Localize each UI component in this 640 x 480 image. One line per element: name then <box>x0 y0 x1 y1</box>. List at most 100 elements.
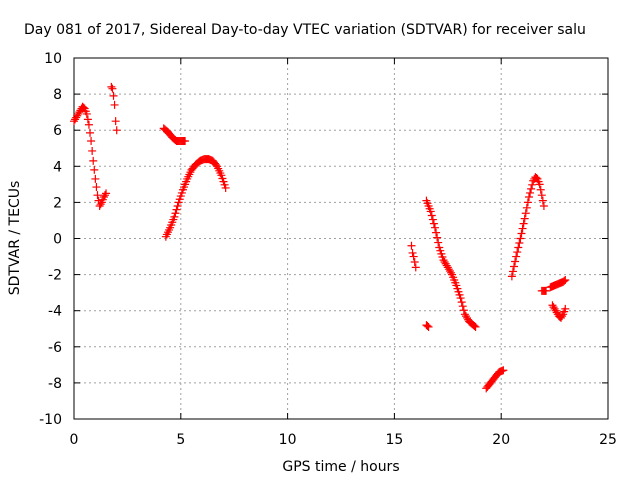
tick-labels: 0 5 10 15 20 25 -10 -8 -6 -4 -2 0 2 4 6 8 10 <box>39 51 617 448</box>
data-point <box>511 257 520 266</box>
data-point <box>527 184 536 193</box>
data-point <box>560 276 569 285</box>
data-point <box>172 205 181 214</box>
data-point <box>86 128 95 137</box>
data-point <box>408 248 417 257</box>
data-point <box>430 223 439 232</box>
y-tick-label: 8 <box>53 87 62 103</box>
x-tick-label: 0 <box>70 432 79 448</box>
data-point <box>90 165 99 174</box>
data-point <box>537 191 546 200</box>
y-tick-label: -6 <box>48 340 62 356</box>
data-point <box>173 202 182 211</box>
data-point <box>93 191 102 200</box>
data-point <box>517 229 526 238</box>
data-point <box>471 322 480 331</box>
data-point <box>428 215 437 224</box>
data-point <box>171 209 180 218</box>
data-point <box>100 191 109 200</box>
y-tick-label: -10 <box>39 412 62 428</box>
data-point <box>108 84 117 93</box>
y-axis-title: SDTVAR / TECUs <box>7 181 23 296</box>
x-tick-label: 20 <box>492 432 510 448</box>
data-point <box>82 109 91 118</box>
data-point <box>499 366 508 375</box>
data-point <box>470 322 479 331</box>
data-point <box>96 200 105 209</box>
data-point <box>407 241 416 250</box>
data-point <box>181 137 190 146</box>
data-point <box>558 312 567 321</box>
data-point <box>112 126 121 135</box>
x-tick-label: 15 <box>385 432 403 448</box>
y-tick-label: -2 <box>48 268 62 284</box>
data-point <box>424 322 433 331</box>
chart-title: Day 081 of 2017, Sidereal Day-to-day VTE… <box>24 22 586 38</box>
data-point <box>518 224 527 233</box>
data-point <box>434 238 443 247</box>
data-point <box>429 219 438 228</box>
data-point <box>512 252 521 261</box>
y-tick-label: -4 <box>48 304 62 320</box>
data-point <box>83 115 92 124</box>
data-point <box>110 100 119 109</box>
y-tick-label: -8 <box>48 376 62 392</box>
data-point <box>522 203 531 212</box>
data-point <box>432 228 441 237</box>
data-point <box>561 276 570 285</box>
data-point <box>423 322 432 331</box>
data-point <box>521 209 530 218</box>
data-point <box>102 189 111 198</box>
data-point <box>92 183 101 192</box>
data-point <box>84 120 93 129</box>
data-point <box>528 180 537 189</box>
data-point <box>538 196 547 205</box>
data-point <box>520 214 529 223</box>
data-point <box>88 146 97 155</box>
y-tick-label: 0 <box>53 232 62 248</box>
data-point <box>536 185 545 194</box>
x-tick-label: 5 <box>176 432 185 448</box>
data-point <box>526 188 535 197</box>
axis-ticks <box>73 57 609 420</box>
data-point <box>111 117 120 126</box>
data-point <box>107 82 116 91</box>
data-point <box>427 211 436 220</box>
data-point <box>513 248 522 257</box>
data-point <box>535 180 544 189</box>
x-tick-label: 25 <box>599 432 617 448</box>
data-point <box>426 207 435 216</box>
data-point <box>519 219 528 228</box>
data-point <box>515 239 524 248</box>
data-point <box>87 137 96 146</box>
data-point <box>447 268 456 277</box>
data-point <box>409 252 418 261</box>
x-tick-label: 10 <box>279 432 297 448</box>
y-tick-label: 4 <box>53 159 62 175</box>
data-point <box>516 234 525 243</box>
data-point <box>514 243 523 252</box>
data-point <box>542 286 551 295</box>
data-point <box>109 91 118 100</box>
data-point <box>523 198 532 207</box>
data-point <box>524 192 533 201</box>
data-point <box>411 263 420 272</box>
data-point <box>457 298 466 307</box>
data-point <box>456 294 465 303</box>
data-point <box>508 267 517 276</box>
data-point <box>410 257 419 266</box>
data-points <box>70 82 570 393</box>
data-point <box>539 202 548 211</box>
data-point <box>91 174 100 183</box>
data-point <box>89 156 98 165</box>
data-point <box>507 272 516 281</box>
data-point <box>561 304 570 313</box>
grid-lines <box>74 58 608 419</box>
x-axis-title: GPS time / hours <box>282 459 399 475</box>
data-point <box>458 302 467 311</box>
data-point <box>433 233 442 242</box>
y-tick-label: 6 <box>53 123 62 139</box>
data-point <box>459 306 468 315</box>
